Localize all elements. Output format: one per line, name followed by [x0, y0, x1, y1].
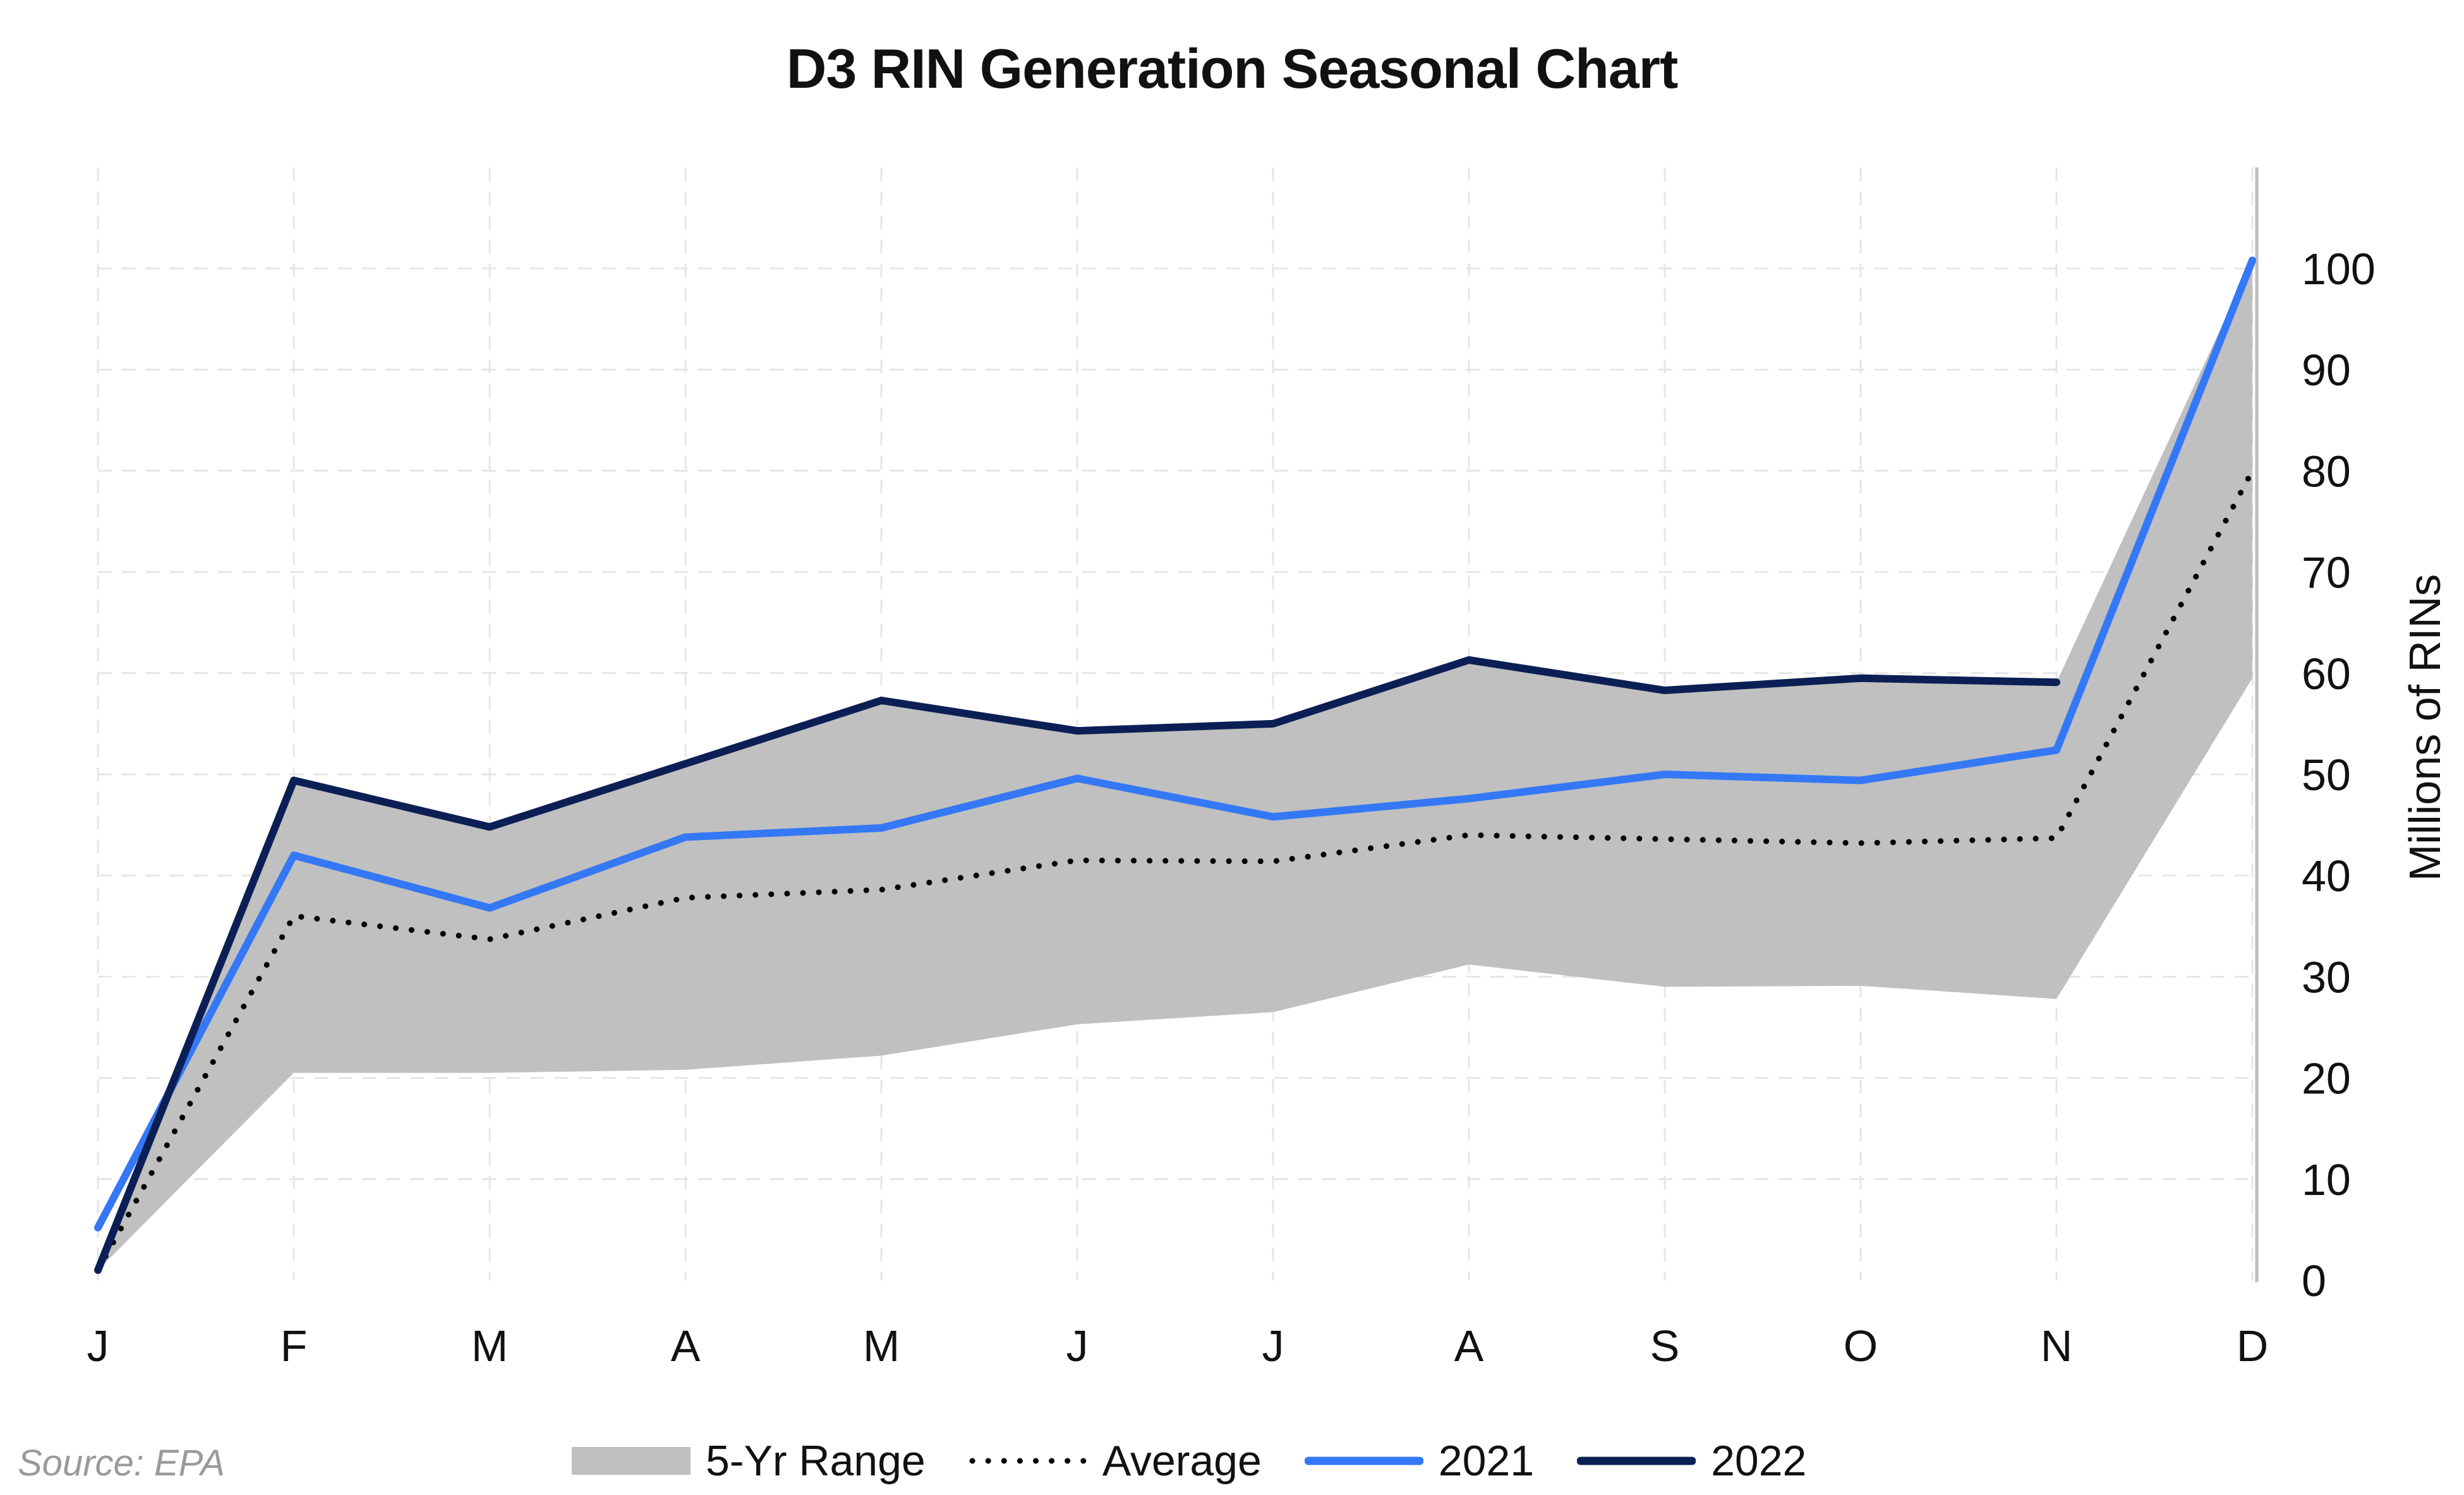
- legend-swatch-2022: [1577, 1447, 1696, 1475]
- y-tick-label-40: 40: [2302, 851, 2351, 901]
- x-tick-label-4: M: [863, 1321, 900, 1371]
- legend-label-2021: 2021: [1438, 1437, 1535, 1485]
- legend-item-2021: 2021: [1304, 1436, 1535, 1486]
- y-tick-label-60: 60: [2302, 649, 2351, 699]
- y-tick-label-30: 30: [2302, 952, 2351, 1002]
- y-tick-label-20: 20: [2302, 1054, 2351, 1103]
- x-tick-label-11: D: [2237, 1321, 2269, 1371]
- x-tick-label-1: F: [281, 1321, 308, 1371]
- x-tick-label-10: N: [2041, 1321, 2073, 1371]
- x-tick-label-3: A: [671, 1321, 701, 1371]
- legend-item-2022: 2022: [1577, 1436, 1806, 1486]
- y-tick-label-90: 90: [2302, 345, 2351, 395]
- legend: 5-Yr Range Average 2021 2022: [572, 1429, 1849, 1492]
- x-tick-label-0: J: [87, 1321, 109, 1371]
- x-tick-label-5: J: [1066, 1321, 1089, 1371]
- series-line-2021: [94, 256, 2256, 1232]
- legend-swatch-average: [969, 1447, 1087, 1475]
- legend-label-2022: 2022: [1711, 1437, 1807, 1485]
- legend-label-average: Average: [1102, 1437, 1262, 1485]
- y-tick-label-70: 70: [2302, 548, 2351, 597]
- x-tick-label-8: S: [1650, 1321, 1680, 1371]
- source-note: Source: EPA: [18, 1443, 225, 1484]
- legend-item-range: 5-Yr Range: [572, 1436, 926, 1486]
- x-tick-label-9: O: [1844, 1321, 1878, 1371]
- y-axis-title: Millions of RINs: [2400, 574, 2449, 881]
- x-tick-label-6: J: [1262, 1321, 1284, 1371]
- y-tick-label-50: 50: [2302, 750, 2351, 800]
- legend-swatch-2021: [1304, 1447, 1423, 1475]
- range-band: [98, 260, 2252, 1270]
- chart-title: D3 RIN Generation Seasonal Chart: [786, 37, 1679, 100]
- series-line-average: [95, 467, 2256, 1273]
- legend-swatch-range: [572, 1447, 691, 1475]
- x-tick-label-2: M: [471, 1321, 508, 1371]
- y-tick-label-100: 100: [2302, 244, 2376, 294]
- y-tick-label-10: 10: [2302, 1155, 2351, 1204]
- legend-item-average: Average: [969, 1436, 1262, 1486]
- y-tick-label-80: 80: [2302, 447, 2351, 496]
- legend-label-range: 5-Yr Range: [706, 1437, 926, 1485]
- series-line-2022: [94, 656, 2060, 1274]
- y-tick-label-0: 0: [2302, 1256, 2326, 1306]
- x-tick-label-7: A: [1454, 1321, 1484, 1371]
